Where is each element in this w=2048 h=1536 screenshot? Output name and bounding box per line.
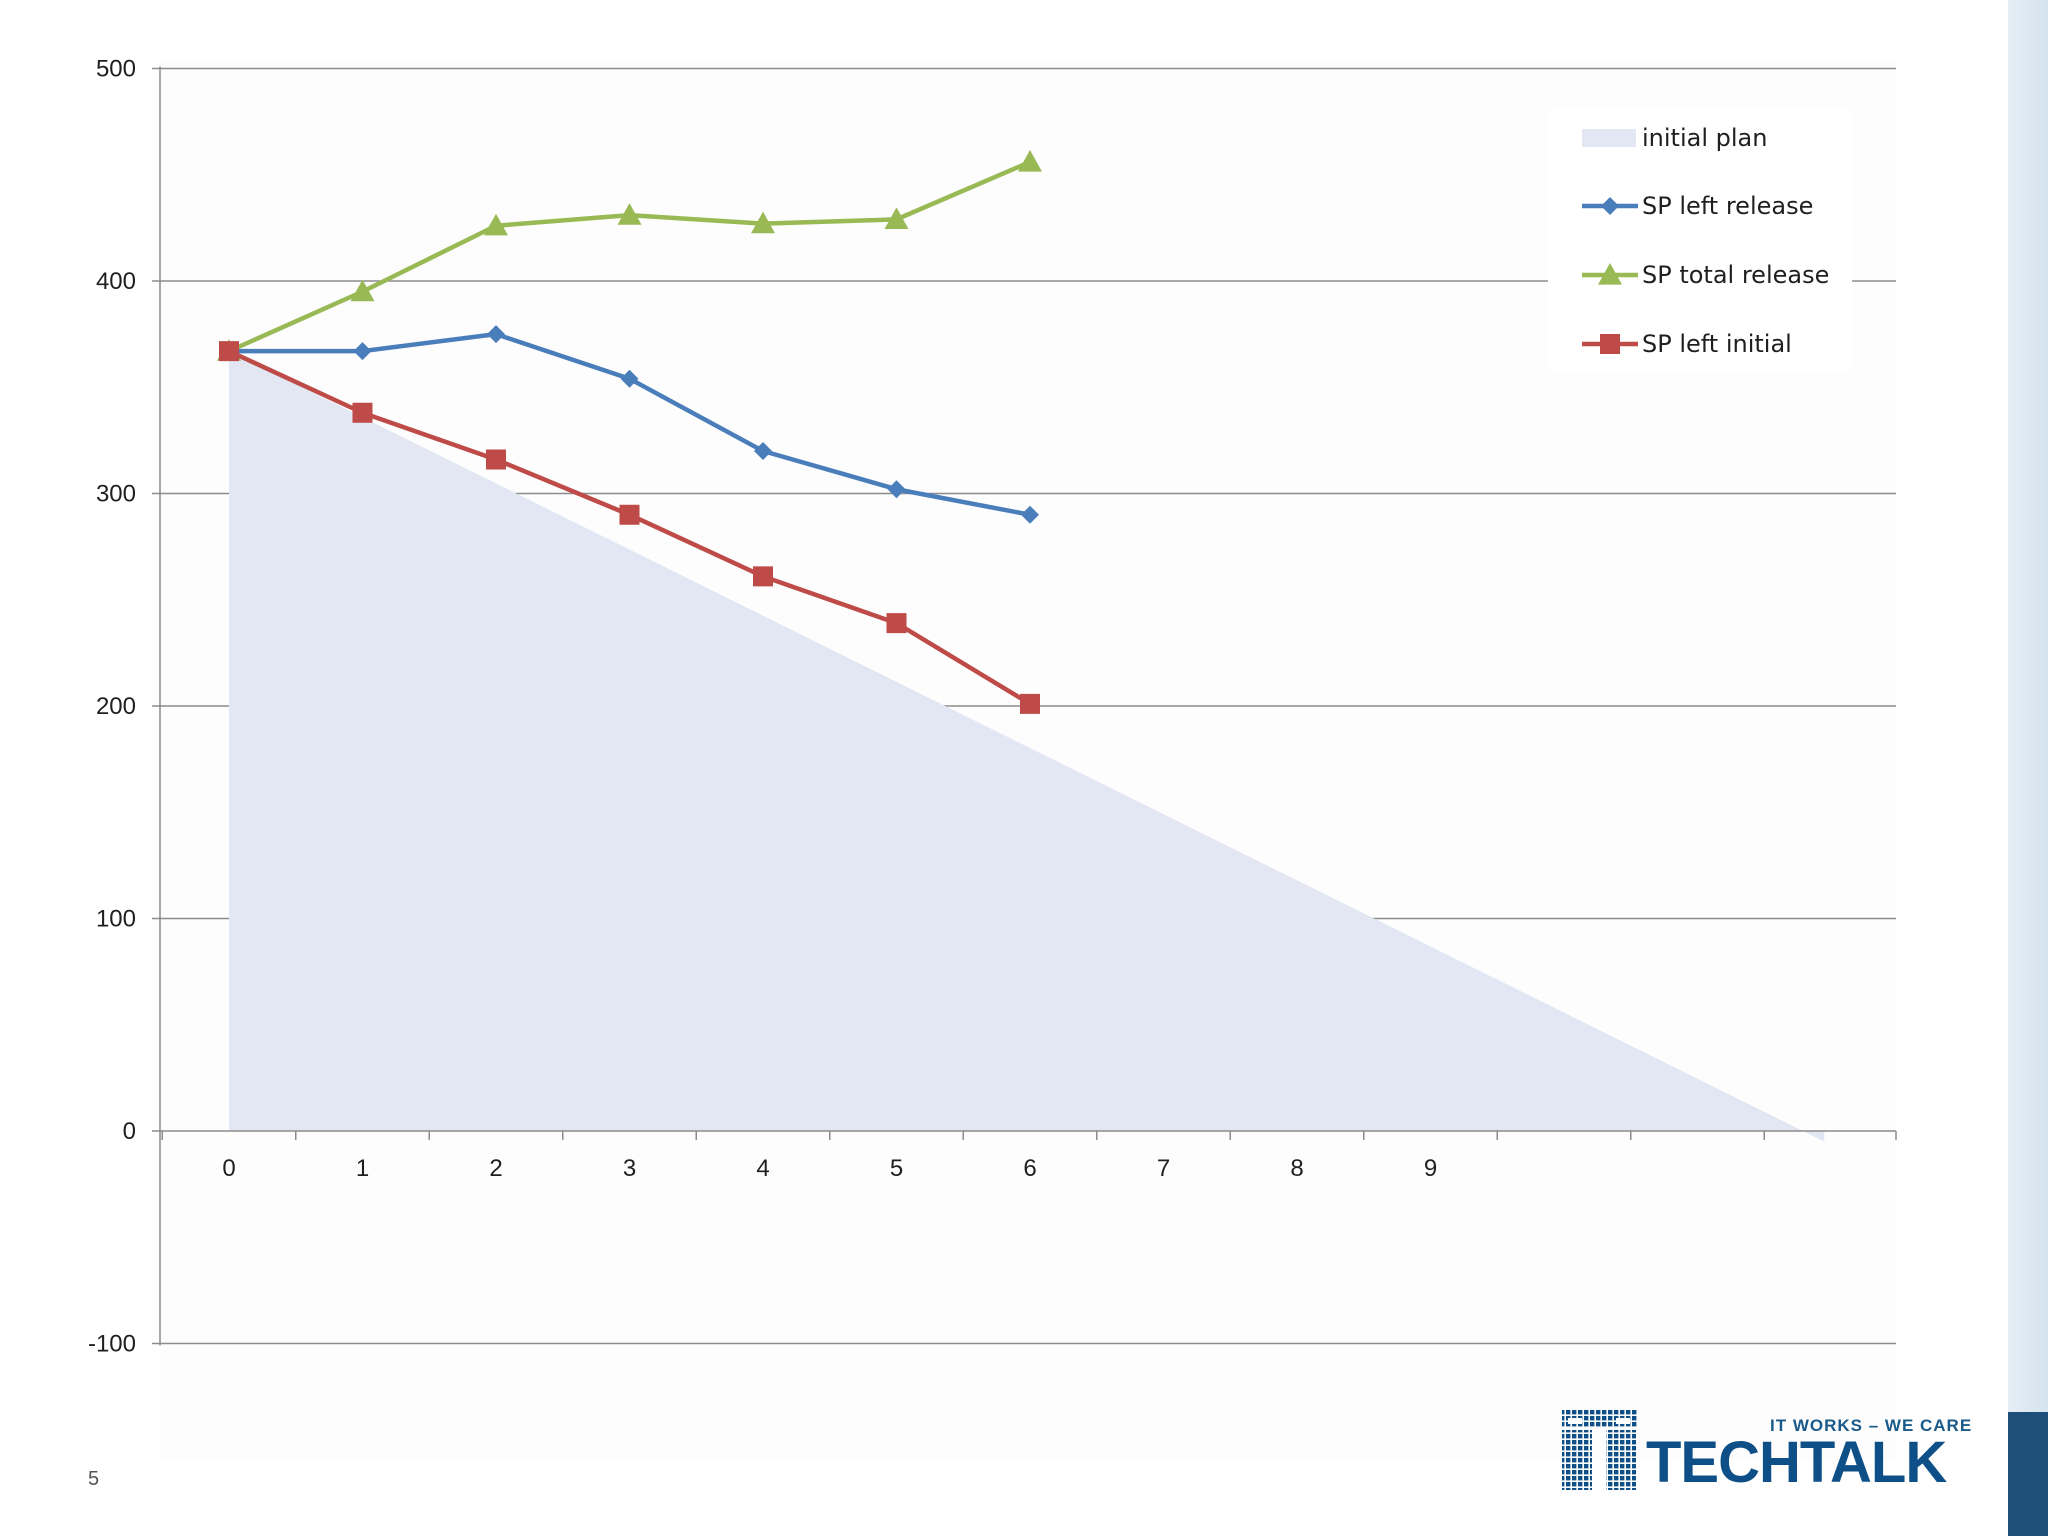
data-point-sp-total-release xyxy=(484,213,508,236)
y-tick-label: 400 xyxy=(96,268,136,295)
x-tick-label: 8 xyxy=(1290,1155,1303,1182)
logo-tagline: IT WORKS – WE CARE xyxy=(1770,1416,1973,1435)
data-point-sp-total-release xyxy=(751,211,775,234)
legend-label-sp-left-release: SP left release xyxy=(1642,192,1813,220)
x-tick-label: 0 xyxy=(222,1155,235,1182)
legend-marker-sp-total-release xyxy=(1598,263,1622,285)
series-sp-left-initial xyxy=(219,341,1040,714)
data-point-sp-left-initial xyxy=(753,566,773,587)
legend: initial plan SP left release SP total rele… xyxy=(1548,110,1852,370)
axes: -100 0 100 200 300 400 500 0 1 2 3 4 5 6 7 8 9 xyxy=(88,56,1897,1358)
data-point-sp-left-initial xyxy=(352,402,373,423)
y-tick-label: 0 xyxy=(123,1118,136,1145)
legend-swatch-initial-plan xyxy=(1582,129,1636,147)
data-point-sp-left-release xyxy=(754,442,772,460)
y-tick-label: 100 xyxy=(96,906,136,933)
data-point-sp-total-release xyxy=(1018,150,1042,172)
x-tick-label: 5 xyxy=(890,1155,903,1182)
page-number: 5 xyxy=(88,1468,100,1490)
techtalk-logo-mark-icon xyxy=(1562,1410,1638,1490)
x-tick-label: 6 xyxy=(1023,1155,1036,1182)
data-point-sp-left-initial xyxy=(219,341,239,362)
data-point-sp-left-release xyxy=(887,480,906,499)
data-point-sp-left-initial xyxy=(1020,693,1040,714)
x-tick-label: 4 xyxy=(756,1155,769,1182)
logo-wordmark: TECHTALK xyxy=(1646,1430,1947,1495)
x-tick-label: 3 xyxy=(623,1155,636,1182)
data-point-sp-total-release xyxy=(884,207,909,229)
legend-label-sp-total-release: SP total release xyxy=(1642,261,1829,289)
x-tick-label: 2 xyxy=(489,1155,502,1182)
initial-plan-area-shape xyxy=(229,351,1825,1142)
data-point-sp-left-release xyxy=(487,325,505,344)
legend-marker-sp-left-initial xyxy=(1600,334,1620,354)
x-tick-label: 7 xyxy=(1157,1155,1170,1182)
data-point-sp-total-release xyxy=(350,279,375,302)
data-point-sp-left-release xyxy=(353,342,372,361)
side-decoration-tab xyxy=(2008,1412,2048,1536)
initial-plan-area xyxy=(229,351,1825,1142)
legend-box xyxy=(1548,110,1852,370)
series xyxy=(217,150,1042,714)
data-point-sp-total-release xyxy=(617,203,642,225)
y-tick-label: 500 xyxy=(96,56,136,83)
y-tick-label: 200 xyxy=(96,693,136,720)
data-point-sp-left-initial xyxy=(619,504,640,525)
x-tick-label: 9 xyxy=(1424,1155,1437,1182)
y-tick-label: -100 xyxy=(88,1331,136,1358)
techtalk-logo: IT WORKS – WE CARE TECHTALK xyxy=(1560,1410,1980,1498)
legend-marker-sp-left-release xyxy=(1601,197,1619,215)
legend-label-sp-left-initial: SP left initial xyxy=(1642,330,1792,358)
y-tick-label: 300 xyxy=(96,481,136,508)
side-decoration-strip xyxy=(2008,0,2048,1536)
data-point-sp-left-initial xyxy=(886,613,907,634)
x-tick-label: 1 xyxy=(356,1155,369,1182)
data-point-sp-left-release xyxy=(620,369,639,388)
data-point-sp-left-initial xyxy=(486,449,506,470)
legend-label-initial-plan: initial plan xyxy=(1642,124,1767,152)
data-point-sp-left-release xyxy=(1021,505,1039,524)
